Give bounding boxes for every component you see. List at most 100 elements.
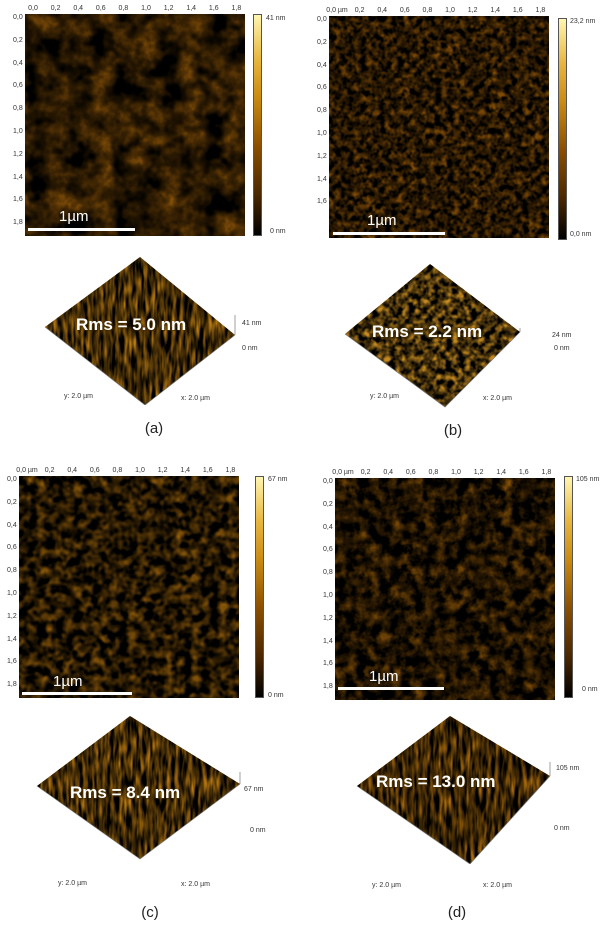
afm-3d-surface-c (35, 714, 255, 864)
y-tick-label: 0,0 (7, 476, 17, 483)
y-tick-label: 0,2 (323, 500, 333, 508)
x-tick-label: 1,6 (202, 467, 213, 474)
height-colorbar (558, 18, 567, 240)
x-tick-label: 1,4 (496, 469, 507, 476)
y-tick-label: 0,4 (13, 59, 23, 67)
colorbar-max-label: 41 nm (266, 15, 286, 22)
colorbar-min-label: 0,0 nm (570, 231, 592, 238)
y-tick-label: 1,8 (13, 219, 23, 227)
x-tick-label: 1,0 (135, 467, 145, 474)
x-tick-label: 1,2 (163, 5, 174, 12)
panel-caption: (c) (141, 904, 159, 921)
surface-min-label: 0 nm (242, 345, 258, 352)
y-tick-label: 1,8 (323, 683, 333, 691)
x-tick-label: 1,6 (208, 5, 219, 12)
x-tick-label: 1,6 (512, 7, 523, 14)
x-tick-label: 1,4 (490, 7, 501, 14)
rms-label: Rms = 13.0 nm (376, 772, 496, 791)
afm-height-map-b: 1µm (329, 16, 549, 238)
afm-3d-surface-b (340, 262, 560, 412)
y-length-label: y: 2.0 µm (372, 882, 401, 889)
colorbar-max-label: 23,2 nm (570, 18, 596, 25)
height-colorbar (255, 476, 264, 698)
x-tick-label: 1,2 (473, 469, 484, 476)
afm-3d-surface-a (40, 255, 260, 405)
y-length-label: y: 2.0 µm (370, 393, 399, 400)
x-length-label: x: 2.0 µm (483, 395, 512, 402)
x-tick-label: 1,0 (445, 7, 455, 14)
x-tick-label: 0,6 (95, 5, 106, 12)
y-tick-label: 0,6 (323, 546, 333, 554)
panel-caption: (a) (144, 420, 164, 437)
x-tick-label: 0,0 µm (326, 7, 348, 14)
scale-bar-label: 1µm (59, 208, 89, 225)
x-tick-label: 0,6 (399, 7, 410, 14)
x-tick-label: 0,2 (354, 7, 365, 14)
scale-bar-line (338, 687, 444, 690)
surface-min-label: 0 nm (554, 345, 570, 352)
afm-height-map-a: 1µm (25, 14, 245, 236)
x-tick-label: 0,2 (360, 469, 371, 476)
scale-bar-line (333, 232, 445, 235)
x-tick-label: 0,8 (428, 469, 439, 476)
afm-height-map-c: 1µm (19, 476, 239, 698)
x-tick-label: 0,8 (118, 5, 129, 12)
y-tick-label: 1,2 (7, 612, 17, 620)
panel-caption: (b) (443, 422, 463, 439)
x-tick-label: 0,4 (73, 5, 84, 12)
colorbar-min-label: 0 nm (582, 686, 598, 693)
x-tick-label: 0,2 (44, 467, 55, 474)
height-colorbar (564, 476, 573, 698)
x-tick-label: 1,2 (467, 7, 478, 14)
x-tick-label: 0,0 µm (332, 469, 354, 476)
rms-label: Rms = 2.2 nm (372, 322, 483, 341)
surface-max-label: 41 nm (242, 320, 262, 327)
y-tick-label: 1,4 (13, 173, 23, 181)
x-tick-label: 0,2 (50, 5, 61, 12)
x-tick-label: 1,6 (518, 469, 529, 476)
x-tick-label: 1,4 (186, 5, 197, 12)
y-tick-label: 0,6 (7, 544, 17, 552)
x-tick-label: 0,4 (67, 467, 78, 474)
y-tick-label: 1,2 (13, 150, 23, 158)
x-tick-label: 0,0 µm (16, 467, 38, 474)
rms-label: Rms = 5.0 nm (76, 315, 187, 334)
y-tick-label: 1,4 (7, 635, 17, 643)
colorbar-min-label: 0 nm (268, 692, 284, 699)
panel-b: 1µm 0,0 µm 0,2 0,4 0,6 0,8 1,0 1,2 1,4 1,6 1,8 0,… (300, 0, 600, 462)
panel-d: 1µm 0,0 µm 0,2 0,4 0,6 0,8 1,0 1,2 1,4 1,6 1,8 0,… (300, 462, 600, 924)
surface-max-label: 24 nm (552, 332, 572, 339)
x-length-label: x: 2.0 µm (181, 881, 210, 888)
x-tick-label: 1,8 (541, 469, 552, 476)
x-tick-label: 0,6 (89, 467, 100, 474)
y-tick-label: 0,8 (13, 105, 23, 113)
x-tick-label: 0,4 (377, 7, 388, 14)
scale-bar-label: 1µm (367, 212, 397, 229)
x-tick-label: 0,4 (383, 469, 394, 476)
y-tick-label: 1,0 (323, 592, 333, 599)
x-tick-label: 0,0 (28, 5, 38, 12)
y-tick-label: 1,6 (317, 198, 327, 206)
scale-bar-line (22, 692, 132, 695)
afm-height-map-d: 1µm (335, 478, 555, 700)
scale-bar-label: 1µm (369, 668, 399, 685)
x-tick-label: 0,8 (112, 467, 123, 474)
colorbar-max-label: 105 nm (576, 476, 600, 483)
y-tick-label: 1,0 (317, 130, 327, 137)
surface-min-label: 0 nm (250, 827, 266, 834)
panel-caption: (d) (447, 904, 467, 921)
y-tick-label: 1,6 (13, 196, 23, 204)
x-tick-label: 0,8 (422, 7, 433, 14)
height-colorbar (253, 14, 262, 236)
scale-bar-line (28, 228, 135, 231)
x-tick-label: 1,8 (535, 7, 546, 14)
y-tick-label: 1,2 (317, 152, 327, 160)
x-tick-label: 1,8 (225, 467, 236, 474)
afm-3d-surface-d (355, 714, 575, 864)
y-tick-label: 1,4 (323, 637, 333, 645)
y-tick-label: 0,6 (317, 84, 327, 92)
y-tick-label: 0,2 (13, 36, 23, 44)
y-tick-label: 0,2 (7, 498, 17, 506)
y-tick-label: 0,4 (7, 521, 17, 529)
y-length-label: y: 2.0 µm (58, 880, 87, 887)
